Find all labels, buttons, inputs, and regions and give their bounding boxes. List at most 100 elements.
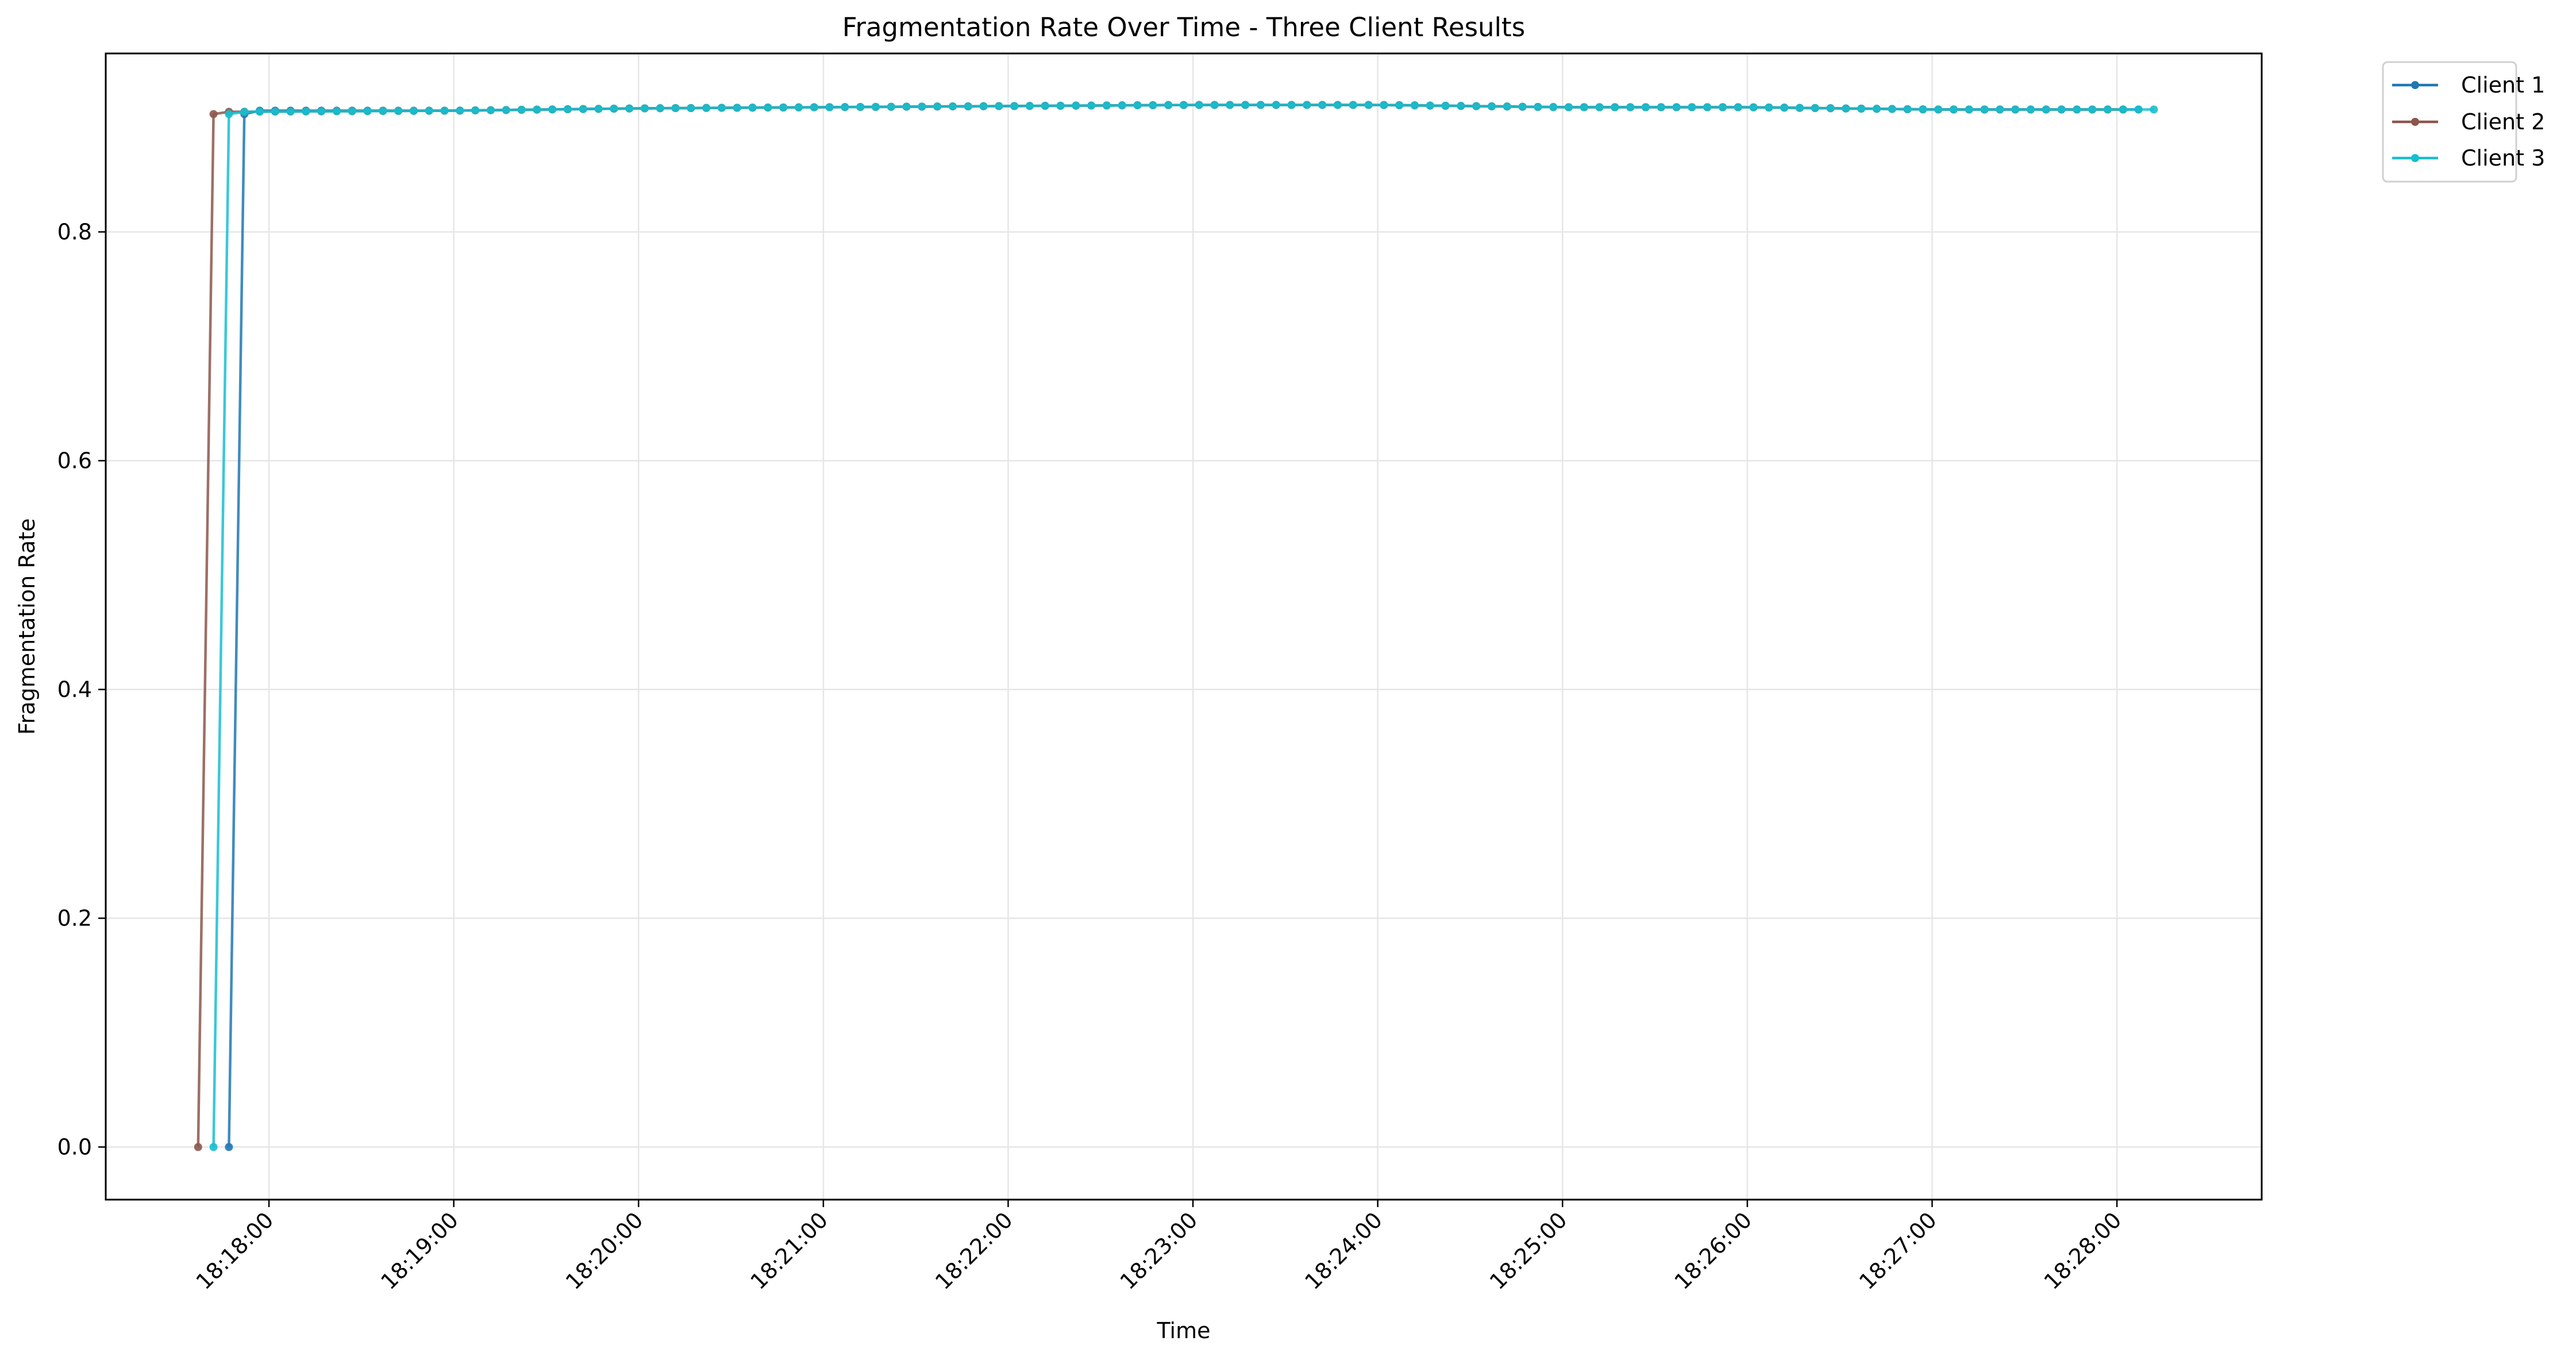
data-point-client-3 bbox=[564, 105, 572, 113]
data-point-client-3 bbox=[625, 104, 634, 113]
data-point-client-3 bbox=[1657, 103, 1665, 112]
data-point-client-3 bbox=[1549, 103, 1558, 112]
data-point-client-3 bbox=[1488, 102, 1496, 110]
legend-entry-client-3: Client 3 bbox=[2392, 145, 2545, 171]
data-point-client-3 bbox=[764, 103, 772, 112]
data-point-client-3 bbox=[933, 102, 942, 111]
data-point-client-3 bbox=[825, 103, 834, 112]
data-point-client-3 bbox=[2088, 105, 2097, 114]
data-point-client-3 bbox=[240, 107, 249, 116]
y-tick-label: 0.6 bbox=[57, 448, 92, 473]
data-point-client-3 bbox=[209, 1143, 218, 1151]
data-point-client-3 bbox=[872, 103, 880, 111]
data-point-client-3 bbox=[487, 106, 495, 114]
data-point-client-3 bbox=[1842, 104, 1850, 113]
data-point-client-3 bbox=[887, 102, 895, 111]
data-point-client-3 bbox=[995, 102, 1003, 110]
data-point-client-3 bbox=[348, 107, 356, 116]
data-point-client-3 bbox=[1441, 102, 1450, 110]
data-point-client-3 bbox=[1087, 101, 1096, 110]
series-3 bbox=[209, 101, 2158, 1151]
data-point-client-3 bbox=[1026, 102, 1034, 110]
y-axis-label: Fragmentation Rate bbox=[14, 518, 40, 735]
data-point-client-3 bbox=[2073, 105, 2081, 114]
data-point-client-3 bbox=[1503, 102, 1511, 111]
data-point-client-3 bbox=[1611, 103, 1619, 112]
data-point-client-3 bbox=[456, 106, 464, 115]
data-point-client-3 bbox=[1826, 104, 1835, 113]
data-point-client-3 bbox=[1133, 101, 1142, 110]
data-point-client-3 bbox=[1749, 103, 1758, 112]
data-point-client-3 bbox=[856, 103, 865, 112]
data-point-client-3 bbox=[810, 103, 818, 112]
data-point-client-3 bbox=[795, 103, 803, 112]
data-point-client-3 bbox=[533, 105, 541, 114]
data-point-client-3 bbox=[1934, 105, 1943, 114]
data-point-client-3 bbox=[379, 107, 387, 116]
data-point-client-3 bbox=[363, 107, 372, 116]
data-point-client-3 bbox=[1303, 101, 1311, 109]
data-point-client-3 bbox=[594, 105, 603, 113]
data-point-client-3 bbox=[2057, 105, 2066, 114]
data-point-client-3 bbox=[1719, 103, 1727, 112]
data-point-client-3 bbox=[702, 103, 711, 112]
data-point-client-3 bbox=[440, 106, 449, 115]
data-point-client-3 bbox=[317, 107, 326, 116]
data-point-client-3 bbox=[471, 106, 480, 114]
data-point-client-3 bbox=[1626, 103, 1635, 112]
data-point-client-3 bbox=[1734, 103, 1742, 112]
data-point-client-3 bbox=[1149, 101, 1157, 109]
y-tick-label: 0.2 bbox=[57, 905, 92, 931]
plot-frame bbox=[105, 52, 2263, 1201]
data-point-client-3 bbox=[964, 102, 972, 110]
data-point-client-3 bbox=[1041, 102, 1049, 110]
legend-marker-client-1 bbox=[2411, 81, 2419, 89]
data-point-client-3 bbox=[286, 107, 295, 116]
legend-label-client-2: Client 2 bbox=[2461, 109, 2545, 135]
legend-marker-client-2 bbox=[2411, 118, 2419, 126]
data-point-client-3 bbox=[1780, 103, 1789, 112]
grid-lines bbox=[106, 53, 2262, 1200]
data-point-client-3 bbox=[1472, 102, 1481, 110]
y-axis: 0.0 0.2 0.4 0.6 0.8 bbox=[57, 219, 106, 1159]
data-point-client-3 bbox=[1903, 105, 1912, 113]
data-point-client-3 bbox=[1873, 105, 1881, 113]
data-point-client-3 bbox=[1703, 103, 1712, 112]
data-point-client-3 bbox=[641, 104, 649, 113]
data-point-client-3 bbox=[918, 102, 926, 111]
data-point-client-3 bbox=[902, 102, 911, 111]
data-point-client-3 bbox=[687, 104, 695, 112]
data-point-client-3 bbox=[1595, 103, 1604, 112]
data-point-client-3 bbox=[1426, 101, 1434, 110]
data-point-client-3 bbox=[1411, 101, 1419, 110]
data-point-client-3 bbox=[256, 107, 264, 116]
data-point-client-3 bbox=[1056, 102, 1065, 110]
data-point-client-3 bbox=[1364, 101, 1373, 109]
data-point-client-3 bbox=[2104, 105, 2112, 114]
data-point-client-2 bbox=[194, 1143, 202, 1151]
y-tick-label: 0.4 bbox=[57, 677, 92, 702]
data-point-client-3 bbox=[1642, 103, 1650, 112]
data-point-client-3 bbox=[579, 105, 587, 113]
chart-title: Fragmentation Rate Over Time - Three Cli… bbox=[842, 12, 1525, 43]
data-point-client-3 bbox=[517, 106, 526, 114]
data-point-client-3 bbox=[302, 107, 310, 116]
data-point-client-3 bbox=[2027, 105, 2035, 114]
data-point-client-3 bbox=[1318, 101, 1327, 109]
data-point-client-3 bbox=[1010, 102, 1019, 110]
data-point-client-3 bbox=[548, 105, 557, 114]
data-point-client-3 bbox=[1241, 101, 1250, 109]
data-point-client-3 bbox=[718, 103, 726, 112]
data-point-client-3 bbox=[1180, 101, 1188, 109]
data-point-client-3 bbox=[1395, 101, 1404, 109]
data-point-client-1 bbox=[225, 1143, 233, 1151]
data-point-client-3 bbox=[1380, 101, 1388, 109]
data-point-client-3 bbox=[979, 102, 988, 110]
data-point-client-3 bbox=[2119, 105, 2127, 114]
data-point-client-3 bbox=[1257, 101, 1265, 109]
data-point-client-3 bbox=[333, 107, 341, 116]
data-point-client-3 bbox=[1950, 105, 1958, 114]
legend-label-client-3: Client 3 bbox=[2461, 145, 2545, 171]
y-tick-label: 0.0 bbox=[57, 1134, 92, 1159]
